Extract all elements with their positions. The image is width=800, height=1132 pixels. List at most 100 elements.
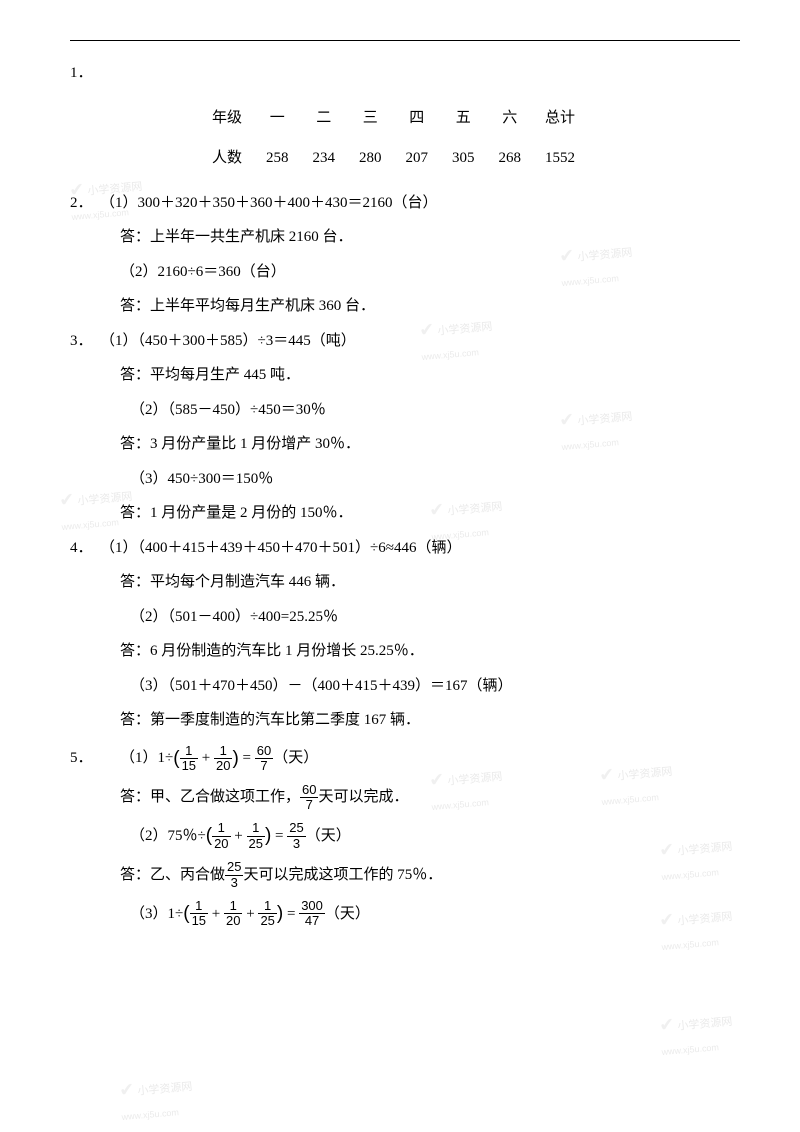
q3-p3: （3）450÷300＝150％ <box>70 465 740 494</box>
q5-p1-units: （天） <box>273 744 318 773</box>
numerator: 1 <box>190 899 208 914</box>
q2-a1: 答：上半年一共生产机床 2160 台． <box>70 223 740 252</box>
q2-a2: 答：上半年平均每月生产机床 360 台． <box>70 292 740 321</box>
q5-p2-prefix: （2）75％÷ <box>130 822 206 851</box>
q5-a1-pre: 答：甲、乙合做这项工作， <box>120 783 300 812</box>
denominator: 7 <box>300 798 318 812</box>
numerator: 25 <box>225 860 243 875</box>
q2-number: 2． <box>70 189 100 218</box>
watermark: ✔ 小学资源网www.xj5u.com <box>658 1002 736 1063</box>
fraction: 607 <box>255 744 273 774</box>
q2-line: 2．（1）300＋320＋350＋360＋400＋430＝2160（台） <box>70 189 740 218</box>
fraction: 120 <box>214 744 232 774</box>
denominator: 25 <box>258 914 276 928</box>
denominator: 15 <box>180 759 198 773</box>
watermark: ✔ 小学资源网www.xj5u.com <box>118 1067 196 1128</box>
q5-a2-post: 天可以完成这项工作的 75％． <box>243 861 442 890</box>
cell-label: 年级 <box>200 98 254 139</box>
equals-sign: = <box>271 822 287 851</box>
q2-p1: （1）300＋320＋350＋360＋400＋430＝2160（台） <box>100 195 438 211</box>
cell: 280 <box>347 138 394 179</box>
fraction: 115 <box>180 744 198 774</box>
denominator: 20 <box>212 837 230 851</box>
q5-a2: 答：乙、丙合做 253 天可以完成这项工作的 75％． <box>70 860 740 890</box>
top-rule <box>70 40 740 41</box>
cell: 六 <box>487 98 534 139</box>
table-row: 年级 一 二 三 四 五 六 总计 <box>200 98 587 139</box>
denominator: 25 <box>247 837 265 851</box>
cell: 268 <box>487 138 534 179</box>
plus-sign: + <box>242 900 258 929</box>
plus-sign: + <box>231 822 247 851</box>
numerator: 300 <box>299 899 325 914</box>
fraction: 253 <box>287 821 305 851</box>
q4-a1: 答：平均每个月制造汽车 446 辆． <box>70 568 740 597</box>
q4-p1: （1）（400＋415＋439＋450＋470＋501）÷6≈446（辆） <box>100 540 461 556</box>
q3-number: 3． <box>70 327 100 356</box>
q3-a3: 答：1 月份产量是 2 月份的 150％． <box>70 499 740 528</box>
numerator: 1 <box>224 899 242 914</box>
cell: 五 <box>440 98 487 139</box>
cell: 四 <box>394 98 441 139</box>
q5-a2-pre: 答：乙、丙合做 <box>120 861 225 890</box>
cell-label: 人数 <box>200 138 254 179</box>
q5-a1-post: 天可以完成． <box>318 783 408 812</box>
q3-p2: （2）（585－450）÷450＝30％ <box>70 396 740 425</box>
cell: 二 <box>301 98 348 139</box>
fraction: 607 <box>300 783 318 813</box>
cell: 234 <box>301 138 348 179</box>
fraction: 120 <box>224 899 242 929</box>
equals-sign: = <box>283 900 299 929</box>
q1-number: 1． <box>70 59 740 88</box>
q5-p3-prefix: （3）1÷ <box>130 900 183 929</box>
q5-p3-units: （天） <box>325 900 370 929</box>
fraction: 30047 <box>299 899 325 929</box>
q3-a2: 答：3 月份产量比 1 月份增产 30％． <box>70 430 740 459</box>
q5-number: 5． <box>70 744 120 773</box>
cell: 1552 <box>533 138 587 179</box>
grade-table: 年级 一 二 三 四 五 六 总计 人数 258 234 280 207 305… <box>200 98 587 179</box>
plus-sign: + <box>208 900 224 929</box>
q3-line: 3．（1）（450＋300＋585）÷3＝445（吨） <box>70 327 740 356</box>
fraction: 125 <box>258 899 276 929</box>
q3-a1: 答：平均每月生产 445 吨． <box>70 361 740 390</box>
fraction: 120 <box>212 821 230 851</box>
denominator: 20 <box>214 759 232 773</box>
q4-line: 4．（1）（400＋415＋439＋450＋470＋501）÷6≈446（辆） <box>70 534 740 563</box>
q4-p2: （2）（501－400）÷400=25.25％ <box>70 603 740 632</box>
plus-sign: + <box>198 744 214 773</box>
numerator: 1 <box>180 744 198 759</box>
numerator: 60 <box>300 783 318 798</box>
cell: 总计 <box>533 98 587 139</box>
cell: 三 <box>347 98 394 139</box>
fraction: 253 <box>225 860 243 890</box>
q4-p3: （3）（501＋470＋450）－（400＋415＋439）＝167（辆） <box>70 672 740 701</box>
numerator: 1 <box>212 821 230 836</box>
table-row: 人数 258 234 280 207 305 268 1552 <box>200 138 587 179</box>
denominator: 20 <box>224 914 242 928</box>
cell: 258 <box>254 138 301 179</box>
equals-sign: = <box>239 744 255 773</box>
cell: 一 <box>254 98 301 139</box>
q4-a2: 答：6 月份制造的汽车比 1 月份增长 25.25％． <box>70 637 740 666</box>
q5-p3: （3）1÷ ( 115 + 120 + 125 ) = 30047 （天） <box>70 896 740 932</box>
numerator: 60 <box>255 744 273 759</box>
q2-p2: （2）2160÷6＝360（台） <box>70 258 740 287</box>
numerator: 1 <box>258 899 276 914</box>
q4-a3: 答：第一季度制造的汽车比第二季度 167 辆． <box>70 706 740 735</box>
fraction: 115 <box>190 899 208 929</box>
numerator: 1 <box>214 744 232 759</box>
denominator: 3 <box>225 876 243 890</box>
denominator: 15 <box>190 914 208 928</box>
q3-p1: （1）（450＋300＋585）÷3＝445（吨） <box>100 333 356 349</box>
q5-p1-prefix: （1）1÷ <box>120 744 173 773</box>
numerator: 1 <box>247 821 265 836</box>
q4-number: 4． <box>70 534 100 563</box>
q5-a1: 答：甲、乙合做这项工作， 607 天可以完成． <box>70 783 740 813</box>
denominator: 47 <box>299 914 325 928</box>
cell: 207 <box>394 138 441 179</box>
q5-p1: 5． （1）1÷ ( 115 + 120 ) = 607 （天） <box>70 741 740 777</box>
denominator: 7 <box>255 759 273 773</box>
numerator: 25 <box>287 821 305 836</box>
denominator: 3 <box>287 837 305 851</box>
